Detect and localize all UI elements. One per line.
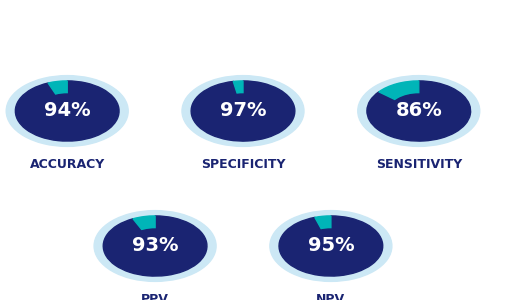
Wedge shape bbox=[358, 76, 480, 146]
Wedge shape bbox=[182, 76, 304, 146]
Text: SENSITIVITY: SENSITIVITY bbox=[376, 158, 462, 171]
Wedge shape bbox=[103, 216, 207, 276]
Wedge shape bbox=[133, 216, 155, 231]
Text: 97%: 97% bbox=[220, 101, 266, 120]
Text: ACCURACY: ACCURACY bbox=[29, 158, 105, 171]
Circle shape bbox=[301, 229, 360, 263]
Wedge shape bbox=[315, 216, 331, 230]
Wedge shape bbox=[191, 81, 295, 141]
Circle shape bbox=[389, 94, 448, 128]
Wedge shape bbox=[379, 81, 419, 100]
Text: 93%: 93% bbox=[132, 236, 178, 255]
Wedge shape bbox=[279, 216, 383, 276]
Circle shape bbox=[38, 94, 97, 128]
Text: 86%: 86% bbox=[396, 101, 442, 120]
Text: 95%: 95% bbox=[308, 236, 354, 255]
Wedge shape bbox=[16, 81, 119, 141]
Text: PPV: PPV bbox=[141, 293, 169, 300]
Circle shape bbox=[126, 229, 185, 263]
Wedge shape bbox=[270, 211, 392, 281]
Circle shape bbox=[214, 94, 272, 128]
Wedge shape bbox=[6, 76, 128, 146]
Text: SPECIFICITY: SPECIFICITY bbox=[201, 158, 285, 171]
Wedge shape bbox=[367, 81, 470, 141]
Wedge shape bbox=[233, 81, 243, 94]
Wedge shape bbox=[48, 81, 67, 95]
Text: 94%: 94% bbox=[44, 101, 90, 120]
Text: NPV: NPV bbox=[316, 293, 345, 300]
Wedge shape bbox=[94, 211, 216, 281]
